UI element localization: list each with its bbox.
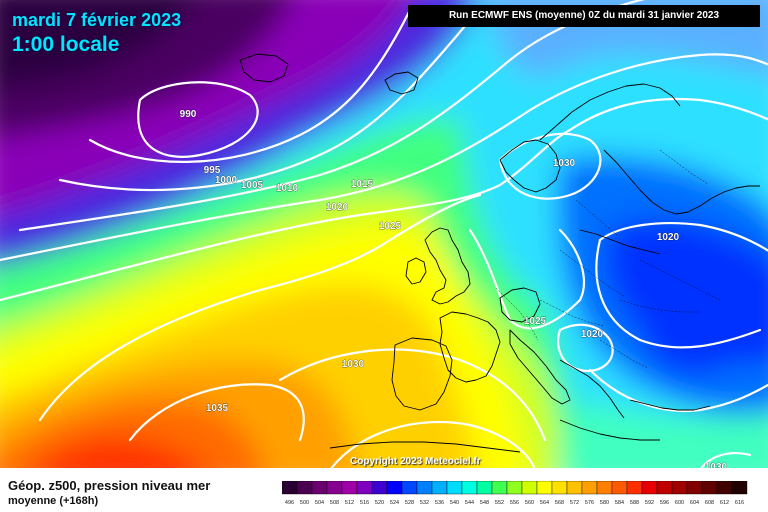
scale-tick-label: 548: [480, 500, 489, 506]
scale-swatch: [716, 481, 733, 495]
scale-tick-label: 604: [690, 500, 699, 506]
scale-tick-label: 544: [465, 500, 474, 506]
scale-swatch: [356, 481, 373, 495]
scale-tick-label: 508: [330, 500, 339, 506]
isobar-label: 1030: [342, 359, 365, 370]
scale-tick-label: 540: [450, 500, 459, 506]
scale-swatch: [671, 481, 688, 495]
scale-swatch: [476, 481, 493, 495]
legend-title: Géop. z500, pression niveau mer: [8, 478, 211, 493]
scale-tick-label: 552: [495, 500, 504, 506]
scale-swatch: [581, 481, 598, 495]
scale-swatch: [431, 481, 448, 495]
scale-swatch: [641, 481, 658, 495]
scale-swatch: [386, 481, 403, 495]
scale-tick-label: 500: [300, 500, 309, 506]
scale-swatch: [296, 481, 313, 495]
scale-tick-label: 520: [375, 500, 384, 506]
isobar-label: 1005: [241, 180, 264, 191]
scale-tick-label: 564: [540, 500, 549, 506]
isobar-label: 1010: [276, 183, 299, 194]
scale-swatch: [521, 481, 538, 495]
scale-swatch: [596, 481, 613, 495]
scale-tick-label: 580: [600, 500, 609, 506]
isobar-label: 1030: [705, 462, 728, 468]
scale-tick-label: 536: [435, 500, 444, 506]
scale-swatch: [282, 481, 298, 495]
scale-swatch: [371, 481, 388, 495]
isobar-label: 1030: [553, 158, 576, 169]
scale-tick-label: 612: [720, 500, 729, 506]
scale-swatch: [656, 481, 673, 495]
isobar-label: 1025: [379, 221, 402, 232]
scale-tick-label: 512: [345, 500, 354, 506]
scale-swatch: [326, 481, 343, 495]
scale-swatch: [536, 481, 553, 495]
scale-swatch: [446, 481, 463, 495]
isobar-label: 990: [180, 109, 197, 120]
scale-swatch: [686, 481, 703, 495]
scale-tick-label: 576: [585, 500, 594, 506]
scale-swatch: [416, 481, 433, 495]
geopotential-map: 990 995 1000 1005 1010 1015 1020 1025 10…: [0, 0, 768, 468]
scale-swatch: [341, 481, 358, 495]
scale-swatch: [401, 481, 418, 495]
scale-swatch: [506, 481, 523, 495]
scale-tick-label: 600: [675, 500, 684, 506]
scale-tick-label: 568: [555, 500, 564, 506]
scale-swatch: [566, 481, 583, 495]
scale-swatch: [626, 481, 643, 495]
isobar-label: 1015: [351, 179, 374, 190]
scale-swatch: [731, 481, 748, 495]
model-run-info: Run ECMWF ENS (moyenne) 0Z du mardi 31 j…: [408, 5, 760, 27]
scale-tick-label: 572: [570, 500, 579, 506]
isobar-label: 1035: [206, 403, 229, 414]
scale-tick-label: 588: [630, 500, 639, 506]
legend-subtitle: moyenne (+168h): [8, 495, 99, 507]
scale-swatch: [491, 481, 508, 495]
scale-tick-label: 524: [390, 500, 399, 506]
scale-tick-label: 596: [660, 500, 669, 506]
scale-tick-label: 608: [705, 500, 714, 506]
scale-swatch: [611, 481, 628, 495]
scale-swatch: [311, 481, 328, 495]
isobar-label: 995: [204, 165, 221, 176]
isobar-label: 1020: [657, 232, 680, 243]
scale-tick-label: 584: [615, 500, 624, 506]
scale-swatch: [551, 481, 568, 495]
forecast-time: 1:00 locale: [12, 33, 120, 56]
scale-tick-label: 516: [360, 500, 369, 506]
scale-swatch: [461, 481, 478, 495]
scale-tick-label: 532: [420, 500, 429, 506]
isobar-label: 1020: [326, 202, 349, 213]
scale-swatch: [701, 481, 718, 495]
scale-tick-label: 592: [645, 500, 654, 506]
forecast-date: mardi 7 février 2023: [12, 10, 182, 30]
isobar-label: 1020: [581, 329, 604, 340]
scale-tick-label: 560: [525, 500, 534, 506]
scale-tick-label: 616: [735, 500, 744, 506]
scale-tick-label: 556: [510, 500, 519, 506]
scale-tick-label: 504: [315, 500, 324, 506]
isobar-label: 1025: [524, 316, 547, 327]
scale-tick-label: 528: [405, 500, 414, 506]
isobar-label: 1000: [215, 175, 238, 186]
color-scale: 496 500 504 508 512 516 520 524 528 532 536 540 544 5…: [282, 481, 748, 506]
copyright-notice: Copyright 2023 Meteociel.fr: [350, 456, 481, 467]
scale-tick-label: 496: [285, 500, 294, 506]
